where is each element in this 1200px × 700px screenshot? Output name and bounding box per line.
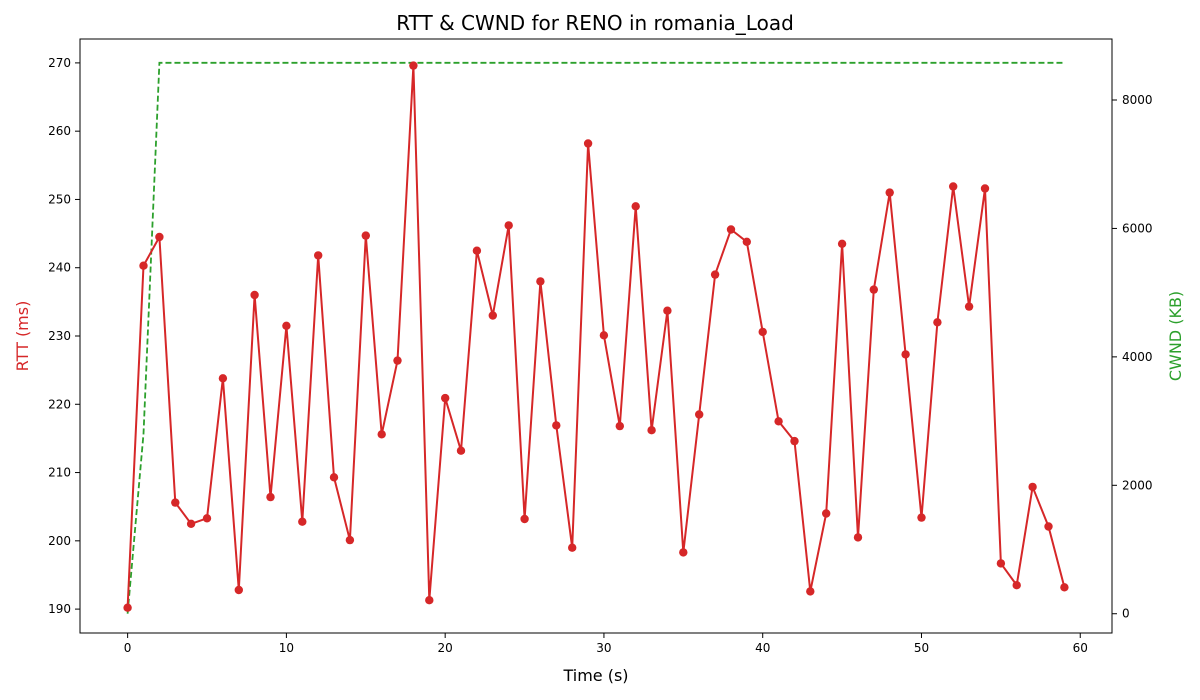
y-right-tick-label: 0 (1122, 607, 1130, 621)
chart-title: RTT & CWND for RENO in romania_Load (396, 11, 794, 35)
rtt-point (837, 239, 847, 248)
x-tick-label: 40 (755, 641, 770, 655)
rtt-point (314, 251, 323, 260)
rtt-point (679, 548, 688, 557)
rtt-point (171, 498, 180, 507)
rtt-point (933, 318, 942, 327)
x-tick-label: 10 (279, 641, 294, 655)
y-left-tick-label: 210 (48, 466, 71, 480)
y-right-tick-label: 6000 (1122, 221, 1153, 235)
rtt-point (901, 350, 910, 359)
rtt-point (298, 517, 307, 526)
y-right-tick-label: 2000 (1122, 478, 1153, 492)
rtt-point (964, 302, 974, 311)
rtt-point (266, 492, 275, 502)
rtt-point (155, 232, 164, 242)
rtt-point (1060, 583, 1069, 592)
rtt-point (441, 393, 450, 403)
rtt-point (456, 446, 466, 455)
rtt-point (806, 587, 815, 596)
rtt-point (186, 519, 196, 528)
rtt-point (695, 410, 704, 419)
y-left-tick-label: 250 (48, 192, 71, 206)
x-tick-label: 60 (1073, 641, 1088, 655)
tick-group: 0 10 20 30 40 50 60 190 200 210 220 230 240 250 260 270… (48, 56, 1152, 655)
y-left-tick-label: 230 (48, 329, 71, 343)
rtt-point (869, 285, 878, 294)
rtt-point (980, 184, 990, 193)
rtt-point (853, 533, 863, 542)
rtt-series (123, 61, 1069, 612)
x-tick-label: 0 (124, 641, 132, 655)
x-tick-label: 30 (596, 641, 611, 655)
rtt-point (361, 231, 370, 240)
rtt-point (1028, 482, 1037, 492)
rtt-point (631, 202, 640, 211)
rtt-point (758, 327, 767, 337)
rtt-point (774, 417, 783, 426)
rtt-point (393, 356, 402, 365)
rtt-point (329, 473, 339, 482)
y-left-tick-label: 220 (48, 397, 71, 411)
cwnd-line (126, 61, 1065, 614)
rtt-point (552, 421, 561, 430)
y-left-tick-label: 200 (48, 534, 71, 548)
rtt-point (218, 374, 228, 383)
x-axis-title: Time (s) (562, 666, 628, 685)
x-tick-label: 20 (438, 641, 453, 655)
cwnd-series (126, 61, 1065, 614)
x-tick-label: 50 (914, 641, 929, 655)
y-right-tick-label: 4000 (1122, 350, 1153, 364)
rtt-point (1044, 522, 1053, 531)
rtt-point (568, 543, 577, 552)
rtt-point (139, 261, 148, 270)
rtt-point (536, 277, 545, 286)
rtt-point (488, 311, 497, 320)
y-right-tick-label: 8000 (1122, 93, 1153, 107)
rtt-point (790, 436, 799, 446)
rtt-point (234, 585, 243, 595)
y-left-tick-label: 260 (48, 124, 71, 138)
rtt-point (377, 430, 386, 439)
rtt-point (917, 513, 926, 522)
rtt-point (726, 225, 736, 234)
rtt-point (615, 421, 624, 431)
rtt-line (126, 65, 1066, 608)
rtt-point (647, 426, 656, 435)
rtt-point (425, 596, 434, 605)
rtt-point (742, 237, 751, 246)
y-left-tick-label: 270 (48, 56, 71, 70)
rtt-point (409, 61, 418, 70)
rtt-point (123, 603, 132, 612)
rtt-point (599, 331, 609, 340)
y-left-tick-label: 240 (48, 261, 71, 275)
rtt-point (822, 509, 831, 518)
rtt-point (885, 188, 894, 197)
rtt-point (504, 221, 513, 230)
rtt-point (663, 306, 672, 315)
rtt-point (583, 139, 593, 148)
rtt-point (345, 535, 355, 545)
rtt-point (202, 514, 212, 523)
rtt-point (472, 246, 482, 255)
y-left-tick-label: 190 (48, 602, 71, 616)
rtt-point (996, 559, 1006, 568)
rtt-point (250, 290, 259, 300)
rtt-point (520, 514, 529, 524)
y-left-axis-title: RTT (ms) (13, 301, 32, 372)
rtt-point (710, 270, 720, 279)
rtt-point (949, 182, 958, 191)
rtt-point (1012, 581, 1021, 590)
rtt-point (282, 321, 291, 330)
y-right-axis-title: CWND (KB) (1166, 291, 1185, 381)
